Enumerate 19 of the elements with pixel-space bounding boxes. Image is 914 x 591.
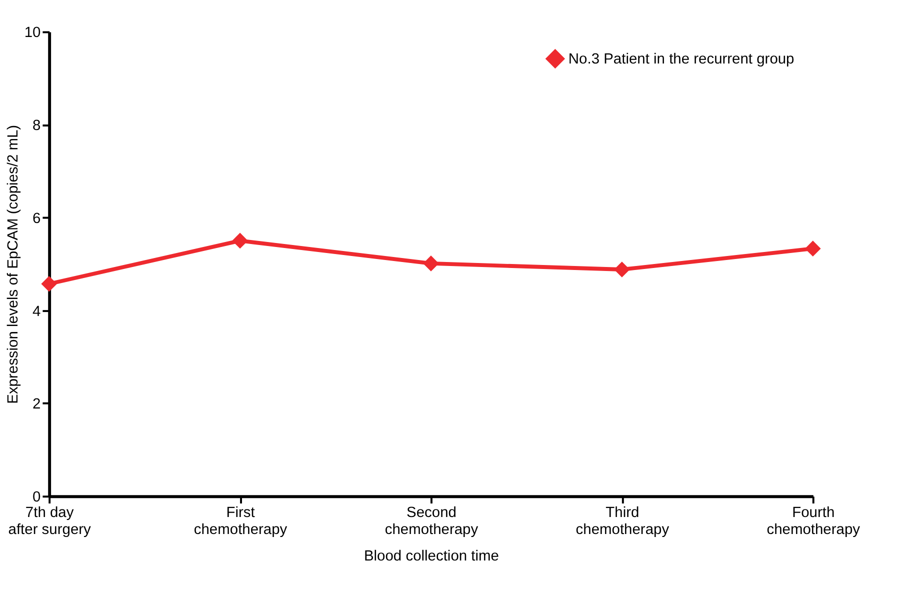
point [41,276,57,292]
x-tick-label: Third chemotherapy [576,505,670,538]
x-tick-label: 7th day after surgery [8,505,92,538]
y-tick-label: 0 [32,490,41,506]
x-axis-title: Blood collection time [364,548,499,564]
y-tick-label: 6 [32,210,41,227]
y-tick-label: 8 [32,118,41,134]
x-tick-label: Fourth chemotherapy [766,505,861,538]
y-axis-title: Expression levels of EpCAM (copies/2 mL) [5,124,22,404]
x-tick-label: Second chemotherapy [384,505,479,538]
y-tick-label: 10 [24,25,41,42]
y-tick-label: 2 [32,396,41,413]
point [804,240,821,257]
point [232,232,248,249]
legend-label: No.3 Patient in the recurrent group [568,52,794,68]
x-tick-label: First chemotherapy [194,505,288,538]
y-tick-label: 4 [32,304,41,320]
point [614,262,630,278]
point [423,256,439,272]
